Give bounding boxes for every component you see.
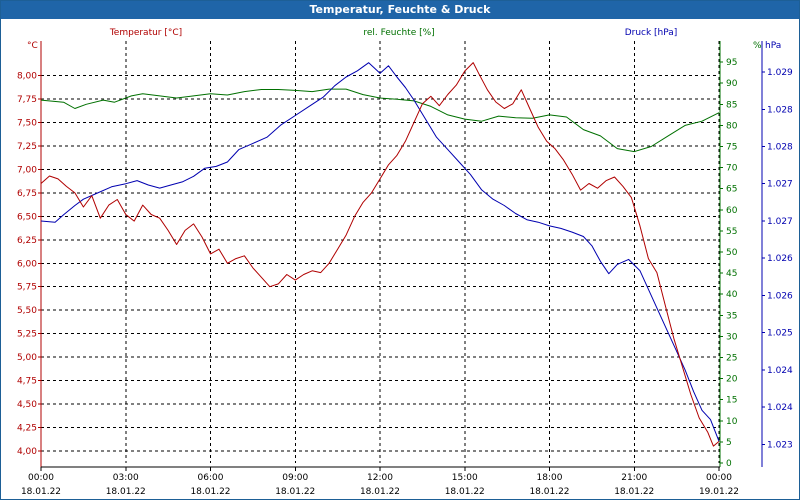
pressure-tick-label: 1.025 [767, 329, 793, 339]
temperature-axis-title: Temperatur [°C] [109, 28, 182, 38]
series-group [40, 62, 720, 447]
humidity-tick-label: 15 [726, 396, 737, 406]
humidity-tick-label: 85 [726, 100, 737, 110]
humidity-tick-label: 30 [726, 332, 738, 342]
pressure-tick-label: 1.029 [767, 68, 793, 78]
pressure-tick-label: 1.027 [767, 180, 793, 190]
temperature-axis: 4,00 4,25 4,50 4,75 5,00 5,25 5,50 5,75 6,00 6,25… [17, 72, 41, 457]
pressure-tick-label: 1.028 [767, 105, 793, 115]
temperature-tick-label: 6,50 [17, 212, 37, 222]
pressure-series-line [40, 62, 720, 442]
humidity-tick-label: 40 [726, 290, 738, 300]
date-tick-label: 18.01.22 [21, 487, 61, 497]
pressure-tick-label: 1.023 [767, 440, 793, 450]
temperature-tick-label: 5,50 [17, 306, 37, 316]
pressure-axis: 1.023 1.024 1.024 1.025 1.026 1.026 1.027 1.027… [762, 68, 793, 450]
pressure-unit-label: hPa [765, 41, 781, 51]
humidity-tick-label: 70 [726, 164, 738, 174]
time-tick-label: 00:00 [706, 473, 732, 483]
humidity-tick-label: 75 [726, 143, 737, 153]
pressure-tick-label: 1.026 [767, 254, 793, 264]
date-tick-label: 18.01.22 [275, 487, 315, 497]
date-tick-label: 18.01.22 [106, 487, 146, 497]
temperature-tick-label: 4,00 [17, 447, 37, 457]
window-title: Temperatur, Feuchte & Druck [1, 1, 799, 19]
temperature-tick-label: 4,50 [17, 400, 37, 410]
temperature-tick-label: 6,75 [17, 189, 37, 199]
pressure-tick-label: 1.024 [767, 403, 793, 413]
temperature-unit-label: °C [27, 41, 38, 51]
time-tick-label: 03:00 [113, 473, 139, 483]
pressure-tick-label: 1.024 [767, 366, 793, 376]
time-tick-label: 12:00 [367, 473, 393, 483]
time-tick-label: 09:00 [282, 473, 308, 483]
temperature-tick-label: 7,00 [17, 165, 37, 175]
humidity-tick-label: 35 [726, 311, 737, 321]
temperature-tick-label: 8,00 [17, 72, 37, 82]
temperature-tick-label: 5,00 [17, 353, 37, 363]
humidity-tick-label: 25 [726, 354, 737, 364]
temperature-tick-label: 5,75 [17, 283, 37, 293]
date-tick-label: 18.01.22 [614, 487, 654, 497]
temperature-tick-label: 4,75 [17, 376, 37, 386]
humidity-tick-label: 60 [726, 206, 738, 216]
temperature-tick-label: 5,25 [17, 330, 37, 340]
time-tick-label: 18:00 [537, 473, 563, 483]
humidity-tick-label: 90 [726, 79, 738, 89]
temperature-tick-label: 4,25 [17, 423, 37, 433]
date-tick-label: 18.01.22 [445, 487, 485, 497]
time-tick-label: 15:00 [452, 473, 478, 483]
time-tick-label: 06:00 [198, 473, 224, 483]
time-axis: 00:00 18.01.22 03:00 18.01.22 06:00 18.01.22 0… [21, 467, 739, 497]
time-tick-label: 00:00 [28, 473, 54, 483]
humidity-tick-label: 65 [726, 185, 737, 195]
date-tick-label: 18.01.22 [360, 487, 400, 497]
temperature-tick-label: 7,75 [17, 95, 37, 105]
humidity-tick-label: 0 [726, 459, 732, 469]
temperature-tick-label: 6,25 [17, 236, 37, 246]
pressure-axis-title: Druck [hPa] [625, 28, 678, 38]
humidity-axis-title: rel. Feuchte [%] [363, 28, 434, 38]
humidity-tick-label: 10 [726, 417, 738, 427]
humidity-tick-label: 55 [726, 227, 737, 237]
date-tick-label: 19.01.22 [699, 487, 739, 497]
temperature-tick-label: 7,50 [17, 119, 37, 129]
humidity-tick-label: 80 [726, 121, 738, 131]
date-tick-label: 18.01.22 [529, 487, 569, 497]
date-tick-label: 18.01.22 [190, 487, 230, 497]
grid [40, 41, 720, 463]
humidity-unit-label: % [753, 41, 762, 51]
temperature-series-line [40, 62, 720, 447]
chart: Temperatur [°C] rel. Feuchte [%] Druck [… [1, 19, 799, 499]
temperature-tick-label: 7,25 [17, 142, 37, 152]
pressure-tick-label: 1.026 [767, 291, 793, 301]
humidity-tick-label: 50 [726, 248, 738, 258]
humidity-axis: 0 5 10 15 20 25 30 35 40 45 50 55 60 65 70 75 80 85 90 95 [720, 58, 738, 469]
humidity-tick-label: 20 [726, 375, 738, 385]
pressure-tick-label: 1.028 [767, 143, 793, 153]
humidity-tick-label: 5 [726, 438, 732, 448]
humidity-tick-label: 45 [726, 269, 737, 279]
humidity-tick-label: 95 [726, 58, 737, 68]
pressure-tick-label: 1.027 [767, 217, 793, 227]
time-tick-label: 21:00 [621, 473, 647, 483]
temperature-tick-label: 6,00 [17, 259, 37, 269]
humidity-series-line [40, 88, 720, 153]
